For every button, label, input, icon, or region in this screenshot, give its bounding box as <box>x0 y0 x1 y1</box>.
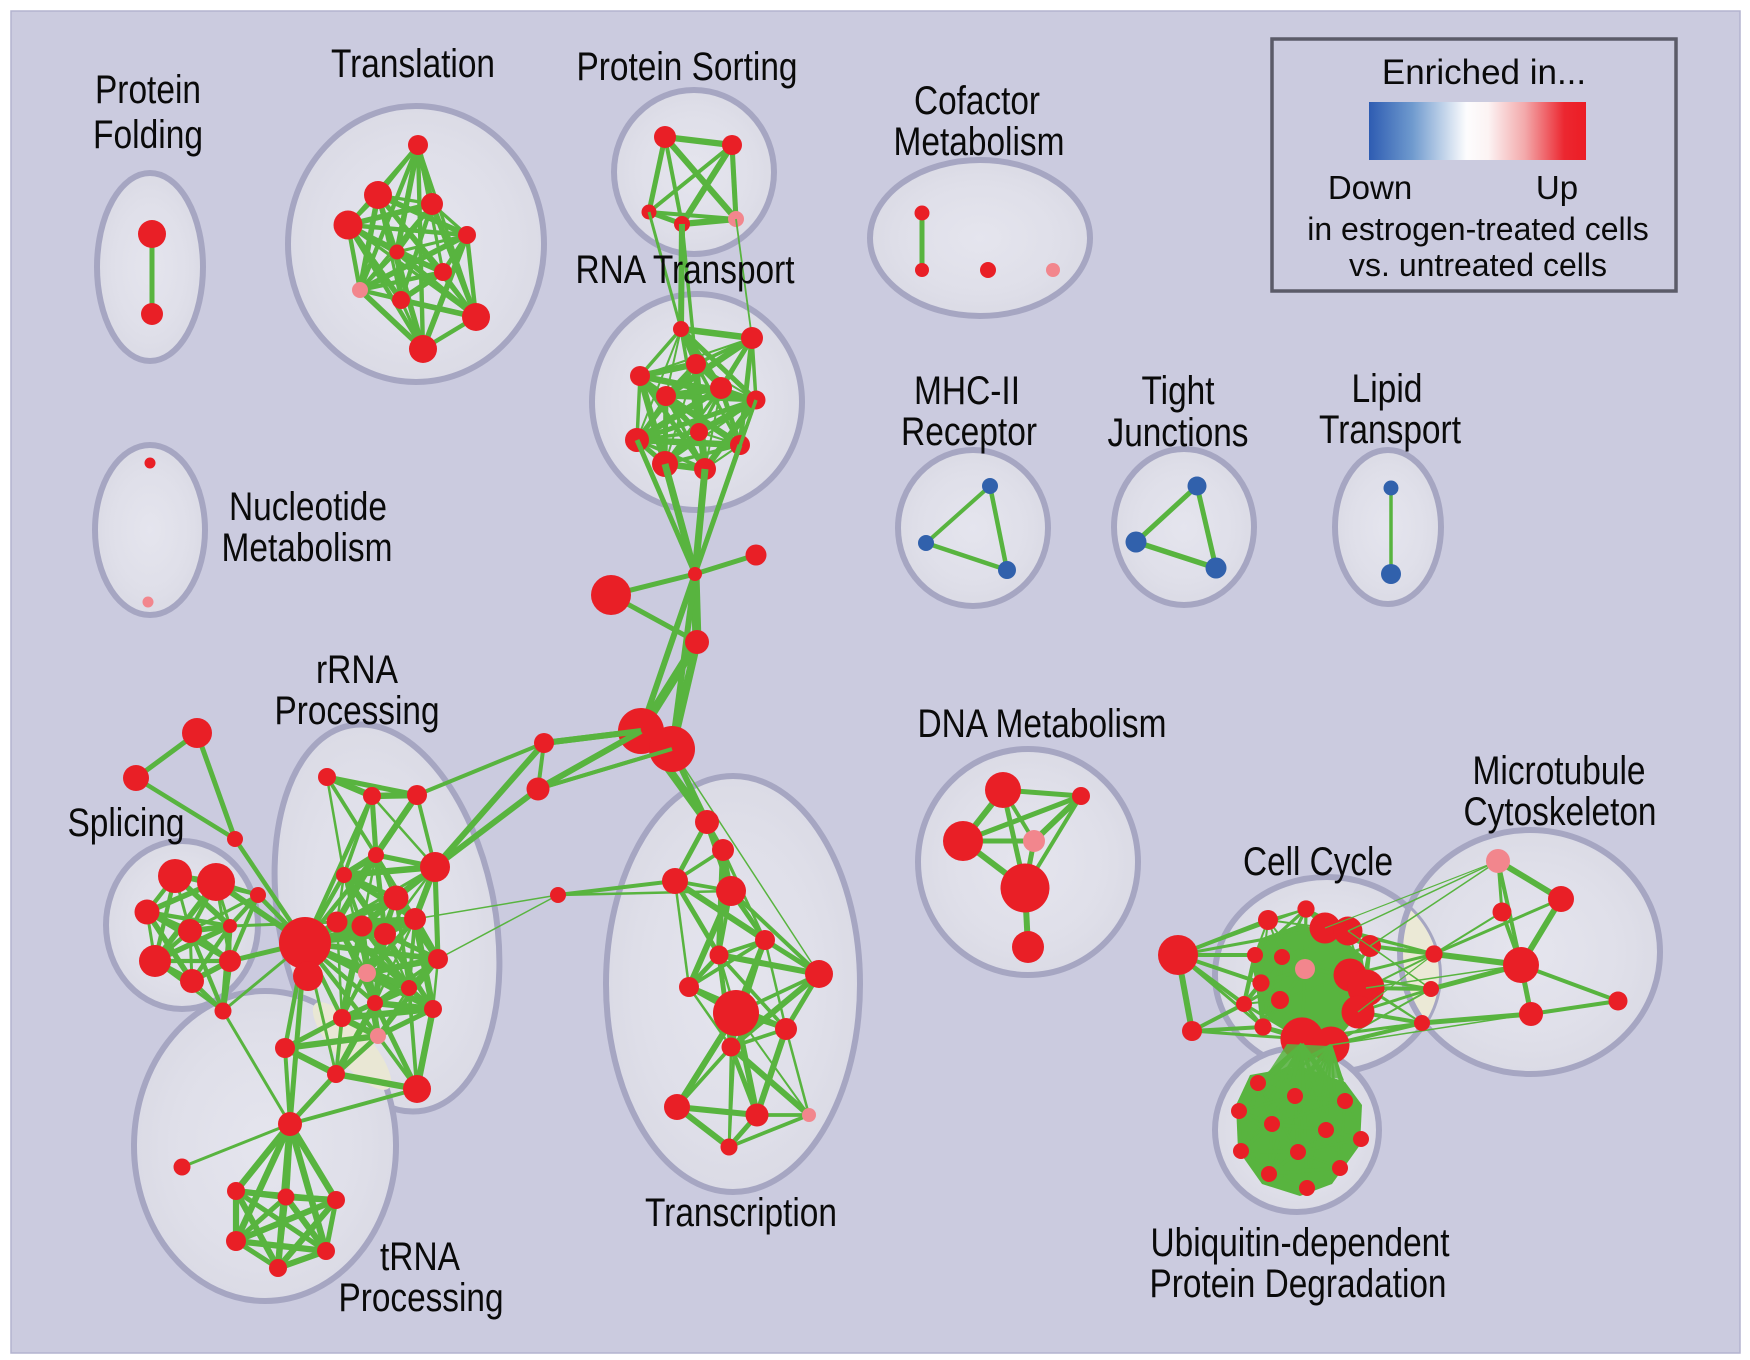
svg-text:Nucleotide: Nucleotide <box>229 485 387 529</box>
svg-text:Cell Cycle: Cell Cycle <box>1243 840 1393 884</box>
svg-text:tRNA: tRNA <box>380 1235 460 1279</box>
svg-text:Processing: Processing <box>275 689 440 733</box>
svg-text:Receptor: Receptor <box>901 410 1037 454</box>
svg-text:Up: Up <box>1536 169 1578 206</box>
svg-text:DNA Metabolism: DNA Metabolism <box>918 702 1167 746</box>
svg-text:Lipid: Lipid <box>1352 367 1423 411</box>
svg-text:Cofactor: Cofactor <box>914 79 1040 123</box>
svg-text:Transport: Transport <box>1319 408 1461 452</box>
svg-text:Tight: Tight <box>1142 369 1215 413</box>
svg-text:Microtubule: Microtubule <box>1473 749 1646 793</box>
svg-text:Metabolism: Metabolism <box>894 120 1065 164</box>
svg-text:MHC-II: MHC-II <box>914 369 1020 413</box>
svg-text:Enriched in...: Enriched in... <box>1382 53 1586 92</box>
svg-text:Folding: Folding <box>93 113 203 157</box>
svg-text:Splicing: Splicing <box>68 801 185 845</box>
svg-text:Transcription: Transcription <box>645 1191 837 1235</box>
svg-text:Ubiquitin-dependent: Ubiquitin-dependent <box>1151 1221 1450 1265</box>
svg-text:RNA Transport: RNA Transport <box>576 248 795 292</box>
svg-text:Processing: Processing <box>339 1276 504 1320</box>
svg-text:Protein Sorting: Protein Sorting <box>577 45 798 89</box>
svg-text:Protein Degradation: Protein Degradation <box>1150 1262 1447 1306</box>
svg-text:vs. untreated cells: vs. untreated cells <box>1349 247 1607 283</box>
svg-text:Junctions: Junctions <box>1108 411 1249 455</box>
svg-text:Translation: Translation <box>331 42 495 86</box>
svg-text:in estrogen-treated cells: in estrogen-treated cells <box>1307 211 1649 247</box>
svg-text:Protein: Protein <box>95 68 201 112</box>
svg-text:Cytoskeleton: Cytoskeleton <box>1464 790 1657 834</box>
svg-text:rRNA: rRNA <box>316 648 398 692</box>
svg-text:Metabolism: Metabolism <box>222 526 393 570</box>
svg-text:Down: Down <box>1328 169 1412 206</box>
